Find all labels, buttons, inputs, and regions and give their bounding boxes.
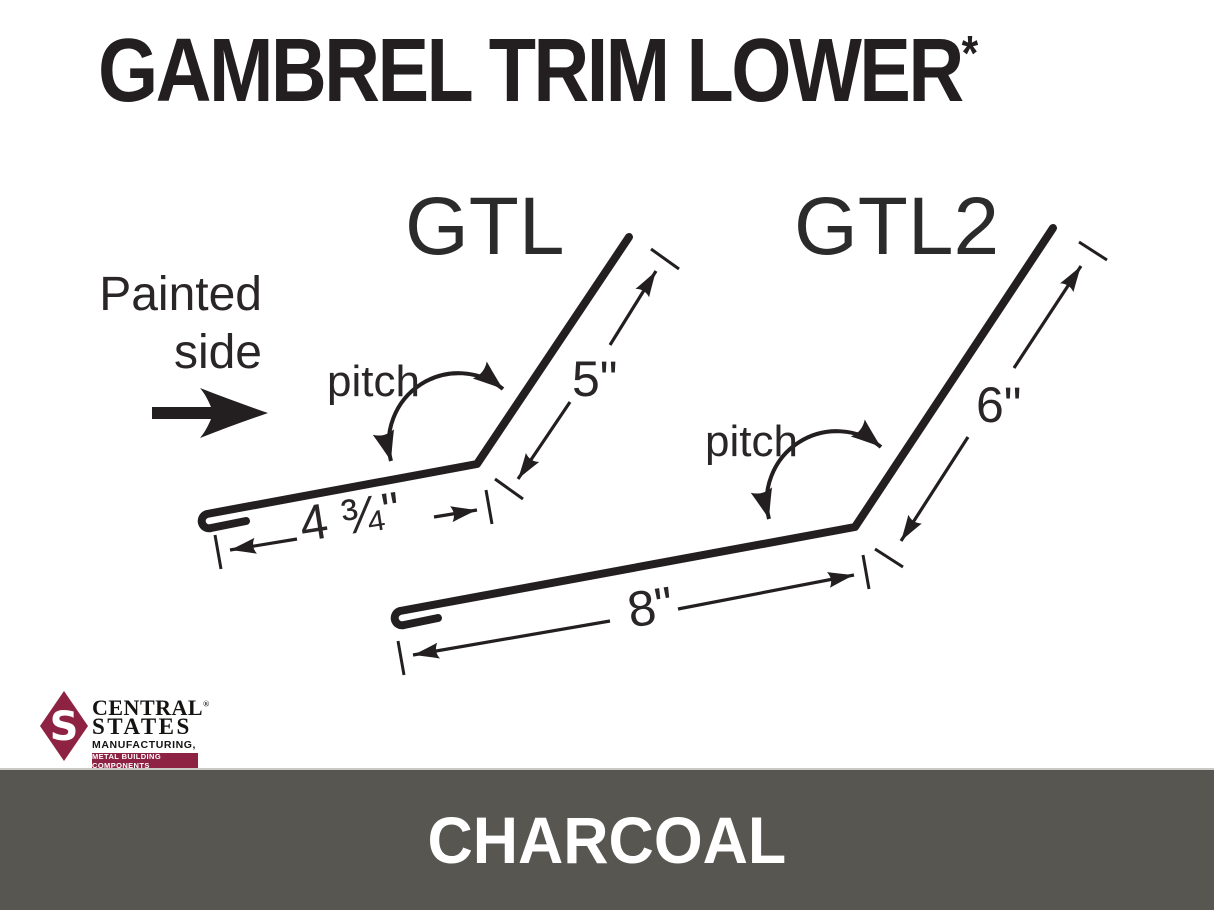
logo-diamond-shape — [40, 691, 88, 761]
gtl2-lower-dim-label: 8" — [623, 575, 678, 639]
logo-diamond-icon: S — [40, 691, 88, 761]
painted-side-line2: side — [173, 326, 262, 379]
gtl-pitch-arc-icon — [372, 361, 505, 462]
logo-name-central: CENTRAL — [92, 695, 204, 720]
page-title: GAMBREL TRIM LOWER* — [98, 26, 978, 116]
dimension-tick — [484, 489, 494, 525]
gtl-lower-dimension — [213, 489, 494, 570]
dimension-line — [899, 436, 970, 542]
gtl-label: GTL — [405, 181, 565, 272]
logo-name-line1: CENTRAL® — [92, 695, 210, 721]
painted-side-line1: Painted — [99, 268, 262, 321]
gtl2-upper-dim-label: 6" — [976, 377, 1022, 433]
dimension-tick — [874, 547, 904, 569]
dimension-tick — [494, 477, 524, 501]
page-title-asterisk: * — [961, 26, 979, 81]
dimension-line — [433, 506, 478, 523]
gtl2-profile-line — [390, 224, 1057, 630]
color-band: CHARCOAL — [0, 768, 1214, 910]
logo-name-line2: STATES — [92, 714, 192, 739]
painted-side-arrow-icon — [152, 388, 268, 438]
dimension-tick — [1078, 240, 1108, 262]
gtl-profile-line — [197, 233, 633, 533]
dimension-line — [516, 401, 572, 480]
gtl2-upper-dimension — [874, 240, 1108, 569]
dimension-line — [1012, 265, 1083, 369]
gtl2-pitch-label: pitch — [705, 417, 798, 466]
dimension-line — [608, 270, 658, 346]
dimension-line — [677, 572, 855, 611]
color-name: CHARCOAL — [427, 803, 787, 877]
central-states-logo: S CENTRAL® STATES MANUFACTURING, INC. ME… — [35, 686, 215, 776]
gtl-pitch-label: pitch — [327, 357, 420, 406]
dimension-tick — [650, 247, 680, 271]
gtl2-lower-dimension — [396, 554, 871, 676]
dimension-tick — [396, 640, 406, 676]
gtl2-pitch-arc-icon — [750, 419, 883, 520]
logo-monogram: S — [50, 704, 79, 750]
dimension-tick — [861, 554, 871, 590]
dimension-tick — [213, 534, 223, 570]
logo-tagline: METAL BUILDING COMPONENTS — [92, 751, 162, 770]
gtl-upper-dimension — [494, 247, 680, 501]
painted-side-label: Painted side — [99, 266, 262, 382]
logo-tagline-bar: METAL BUILDING COMPONENTS — [92, 751, 198, 770]
page-title-text: GAMBREL TRIM LOWER — [98, 21, 964, 121]
registered-mark: ® — [203, 699, 210, 709]
dimension-line — [412, 619, 611, 659]
gtl2-label: GTL2 — [794, 181, 1000, 272]
gtl-upper-dim-label: 5" — [572, 351, 618, 407]
trim-diagram-canvas — [152, 224, 1108, 676]
dimension-line — [229, 537, 298, 554]
